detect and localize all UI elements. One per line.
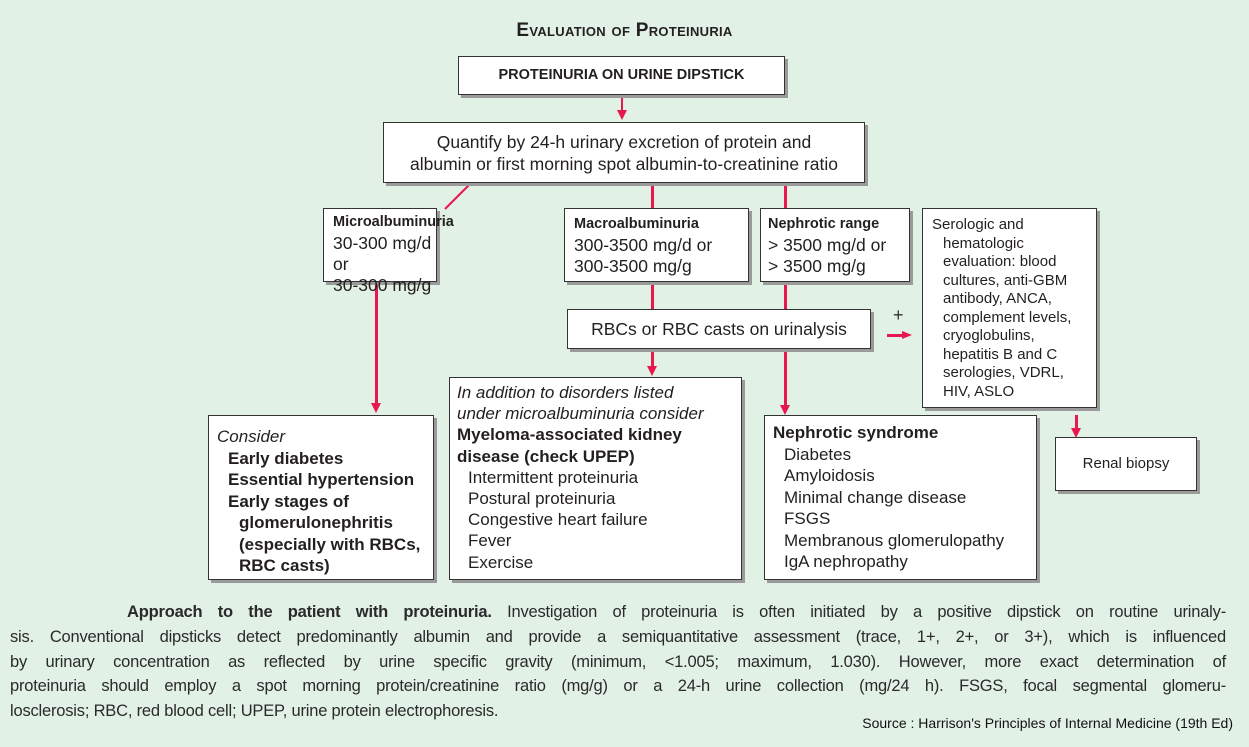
nephrotic-range-heading: Nephrotic range bbox=[768, 216, 880, 232]
connector-micro-consider bbox=[375, 282, 378, 404]
connector-serologic-biopsy bbox=[1075, 415, 1078, 429]
addition-intro: In addition to disorders listed bbox=[457, 383, 674, 402]
serologic-line: antibody, ANCA, bbox=[943, 290, 1052, 307]
consider-item: Early diabetes bbox=[228, 448, 344, 468]
macroalbuminuria-box: Macroalbuminuria 300-3500 mg/d or 300-35… bbox=[564, 208, 749, 282]
plus-label: + bbox=[893, 305, 904, 325]
serologic-line: Serologic and bbox=[932, 216, 1024, 233]
nephrotic-syndrome-box: Nephrotic syndrome Diabetes Amyloidosis … bbox=[764, 415, 1037, 580]
connector-dipstick-quantify bbox=[621, 95, 623, 111]
consider-box: Consider Early diabetes Essential hypert… bbox=[208, 415, 434, 580]
nephrotic-range-line: > 3500 mg/d or bbox=[768, 235, 887, 255]
caption-line: Approach to the patient with proteinuria… bbox=[127, 603, 1226, 622]
connector-rbc-serologic bbox=[887, 334, 904, 337]
serologic-line: cryoglobulins, bbox=[943, 327, 1035, 344]
macro-line: 300-3500 mg/d or bbox=[574, 235, 713, 255]
serologic-line: HIV, ASLO bbox=[943, 382, 1015, 400]
serologic-line: complement levels, bbox=[943, 308, 1072, 326]
caption-bold: Approach to the patient with proteinuria… bbox=[127, 603, 492, 621]
nephrotic-range-line: > 3500 mg/g bbox=[768, 256, 866, 276]
macro-line: 300-3500 mg/g bbox=[574, 256, 692, 276]
addition-heading: Myeloma-associated kidney bbox=[457, 425, 682, 445]
serologic-line: evaluation: blood bbox=[943, 253, 1057, 270]
nephrotic-syndrome-item: Amyloidosis bbox=[784, 466, 875, 485]
addition-intro: under microalbuminuria consider bbox=[457, 404, 704, 424]
connector-macro-rbc bbox=[651, 282, 654, 310]
serologic-line: serologies, VDRL, bbox=[943, 364, 1064, 381]
nephrotic-syndrome-item: Membranous glomerulopathy bbox=[784, 530, 1005, 550]
micro-line: 30-300 mg/d or bbox=[333, 233, 432, 274]
micro-line: 30-300 mg/g bbox=[333, 275, 432, 295]
serologic-box: Serologic and hematologic evaluation: bl… bbox=[922, 208, 1097, 408]
consider-item: Early stages of bbox=[228, 491, 349, 511]
diagram-title: Evaluation of Proteinuria bbox=[516, 20, 733, 41]
addition-item: Intermittent proteinuria bbox=[468, 467, 639, 487]
addition-item: Exercise bbox=[468, 552, 534, 572]
caption-line: by urinary concentration as reflected by… bbox=[10, 653, 1226, 671]
caption-line: sis. Conventional dipsticks detect predo… bbox=[10, 628, 1226, 646]
connector-quantify-nephrotic bbox=[784, 183, 787, 209]
caption-line: losclerosis; RBC, red blood cell; UPEP, … bbox=[10, 702, 499, 720]
rbc-box: RBCs or RBC casts on urinalysis bbox=[567, 309, 871, 349]
arrowhead bbox=[371, 403, 381, 413]
consider-item: Essential hypertension bbox=[228, 470, 415, 489]
addition-heading: disease (check UPEP) bbox=[457, 446, 635, 466]
nephrotic-syndrome-item: IgA nephropathy bbox=[784, 552, 908, 571]
serologic-line: hematologic bbox=[943, 234, 1024, 252]
consider-item: glomerulonephritis bbox=[239, 513, 393, 532]
source-note: Source : Harrison's Principles of Intern… bbox=[862, 715, 1233, 731]
serologic-line: hepatitis B and C bbox=[943, 345, 1058, 363]
quantify-line: Quantify by 24-h urinary excretion of pr… bbox=[436, 132, 812, 152]
addition-item: Postural proteinuria bbox=[468, 489, 616, 509]
connector-quantify-micro bbox=[444, 182, 472, 210]
arrowhead bbox=[617, 110, 627, 120]
nephrotic-syndrome-item: Minimal change disease bbox=[784, 487, 967, 507]
dipstick-label: PROTEINURIA ON URINE DIPSTICK bbox=[498, 67, 745, 83]
serologic-line: cultures, anti-GBM bbox=[943, 271, 1068, 289]
nephrotic-syndrome-item: Diabetes bbox=[784, 444, 852, 464]
renal-biopsy-box: Renal biopsy bbox=[1055, 437, 1197, 491]
addition-item: Fever bbox=[468, 531, 512, 551]
nephrotic-range-box: Nephrotic range > 3500 mg/d or > 3500 mg… bbox=[760, 208, 910, 282]
arrowhead bbox=[780, 405, 790, 415]
renal-biopsy-label: Renal biopsy bbox=[1082, 455, 1170, 472]
micro-heading: Microalbuminuria bbox=[333, 214, 454, 230]
rbc-label: RBCs or RBC casts on urinalysis bbox=[591, 319, 847, 339]
addition-box: In addition to disorders listed under mi… bbox=[449, 377, 742, 580]
connector-rbc-addition bbox=[651, 349, 654, 367]
consider-heading: Consider bbox=[217, 427, 286, 446]
addition-item: Congestive heart failure bbox=[468, 510, 648, 530]
consider-item: (especially with RBCs, bbox=[239, 534, 421, 554]
nephrotic-syndrome-item: FSGS bbox=[784, 509, 831, 528]
dipstick-box: PROTEINURIA ON URINE DIPSTICK bbox=[458, 56, 785, 95]
quantify-box: Quantify by 24-h urinary excretion of pr… bbox=[383, 122, 865, 183]
arrowhead bbox=[1071, 428, 1081, 438]
arrowhead bbox=[647, 366, 657, 376]
nephrotic-syndrome-heading: Nephrotic syndrome bbox=[773, 423, 939, 442]
arrowhead bbox=[902, 331, 912, 339]
caption-line: proteinuria should employ a spot morning… bbox=[10, 677, 1226, 695]
quantify-line: albumin or first morning spot albumin-to… bbox=[410, 154, 838, 174]
caption-text: Investigation of proteinuria is often in… bbox=[507, 603, 1226, 621]
connector-quantify-macro bbox=[651, 183, 654, 209]
macro-heading: Macroalbuminuria bbox=[574, 216, 699, 232]
microalbuminuria-box: Microalbuminuria 30-300 mg/d or 30-300 m… bbox=[323, 208, 454, 295]
consider-item: RBC casts) bbox=[239, 556, 330, 575]
